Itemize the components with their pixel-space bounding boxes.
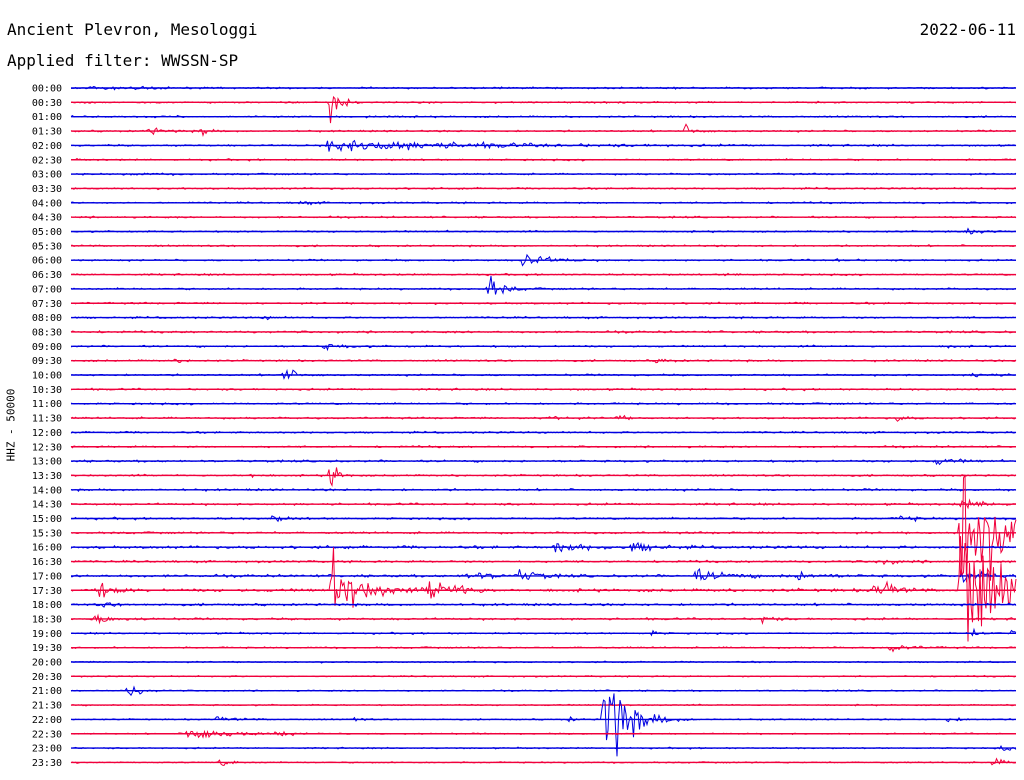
time-label: 19:00	[32, 629, 62, 640]
time-label: 07:00	[32, 284, 62, 295]
time-label: 22:30	[32, 729, 62, 740]
time-label: 10:00	[32, 371, 62, 382]
trace-line	[70, 343, 1017, 352]
time-label: 21:00	[32, 686, 62, 697]
time-label: 18:00	[32, 600, 62, 611]
time-label: 12:30	[32, 442, 62, 453]
trace-line	[70, 275, 1017, 295]
trace-line	[70, 693, 1016, 757]
filter-label: Applied filter: WWSSN-SP	[7, 51, 239, 70]
location-title: Ancient Plevron, Mesologgi	[7, 20, 258, 39]
time-label: 17:30	[32, 586, 62, 597]
time-label: 03:00	[32, 170, 62, 181]
time-label: 05:30	[32, 241, 62, 252]
time-label: 12:00	[32, 428, 62, 439]
time-label: 19:30	[32, 643, 62, 654]
date-label: 2022-06-11	[919, 20, 1016, 39]
time-label: 03:30	[32, 184, 62, 195]
time-label: 22:00	[32, 715, 62, 726]
time-label: 06:00	[32, 256, 62, 267]
trace-line	[70, 644, 1017, 653]
time-label: 00:00	[32, 84, 62, 95]
trace-line	[70, 474, 1017, 583]
time-label: 14:30	[32, 500, 62, 511]
trace-line	[70, 123, 1017, 137]
time-label: 13:00	[32, 457, 62, 468]
time-label: 00:30	[32, 98, 62, 109]
time-label: 13:30	[32, 471, 62, 482]
time-label: 14:00	[32, 485, 62, 496]
trace-line	[70, 627, 1017, 637]
time-label: 15:00	[32, 514, 62, 525]
time-label: 21:30	[32, 701, 62, 712]
time-label: 18:30	[32, 614, 62, 625]
trace-line	[70, 536, 1017, 642]
time-label: 20:30	[32, 672, 62, 683]
time-label: 11:30	[32, 414, 62, 425]
time-label: 09:30	[32, 356, 62, 367]
time-label: 23:00	[32, 744, 62, 755]
time-label: 01:30	[32, 127, 62, 138]
time-label: 16:00	[32, 543, 62, 554]
time-label: 16:30	[32, 557, 62, 568]
time-label: 23:30	[32, 758, 62, 769]
trace-line	[70, 467, 1017, 487]
time-label: 02:00	[32, 141, 62, 152]
time-label: 11:00	[32, 399, 62, 410]
time-label: 04:30	[32, 213, 62, 224]
trace-line	[71, 95, 1017, 124]
time-label: 08:30	[32, 327, 62, 338]
time-label: 05:00	[32, 227, 62, 238]
time-label: 09:00	[32, 342, 62, 353]
time-label: 10:30	[32, 385, 62, 396]
time-label: 02:30	[32, 155, 62, 166]
time-label: 20:00	[32, 658, 62, 669]
time-label: 07:30	[32, 299, 62, 310]
time-label: 08:00	[32, 313, 62, 324]
time-label: 01:00	[32, 112, 62, 123]
time-label: 15:30	[32, 528, 62, 539]
time-label: 17:00	[32, 571, 62, 582]
time-label: 06:30	[32, 270, 62, 281]
time-label: 04:00	[32, 198, 62, 209]
